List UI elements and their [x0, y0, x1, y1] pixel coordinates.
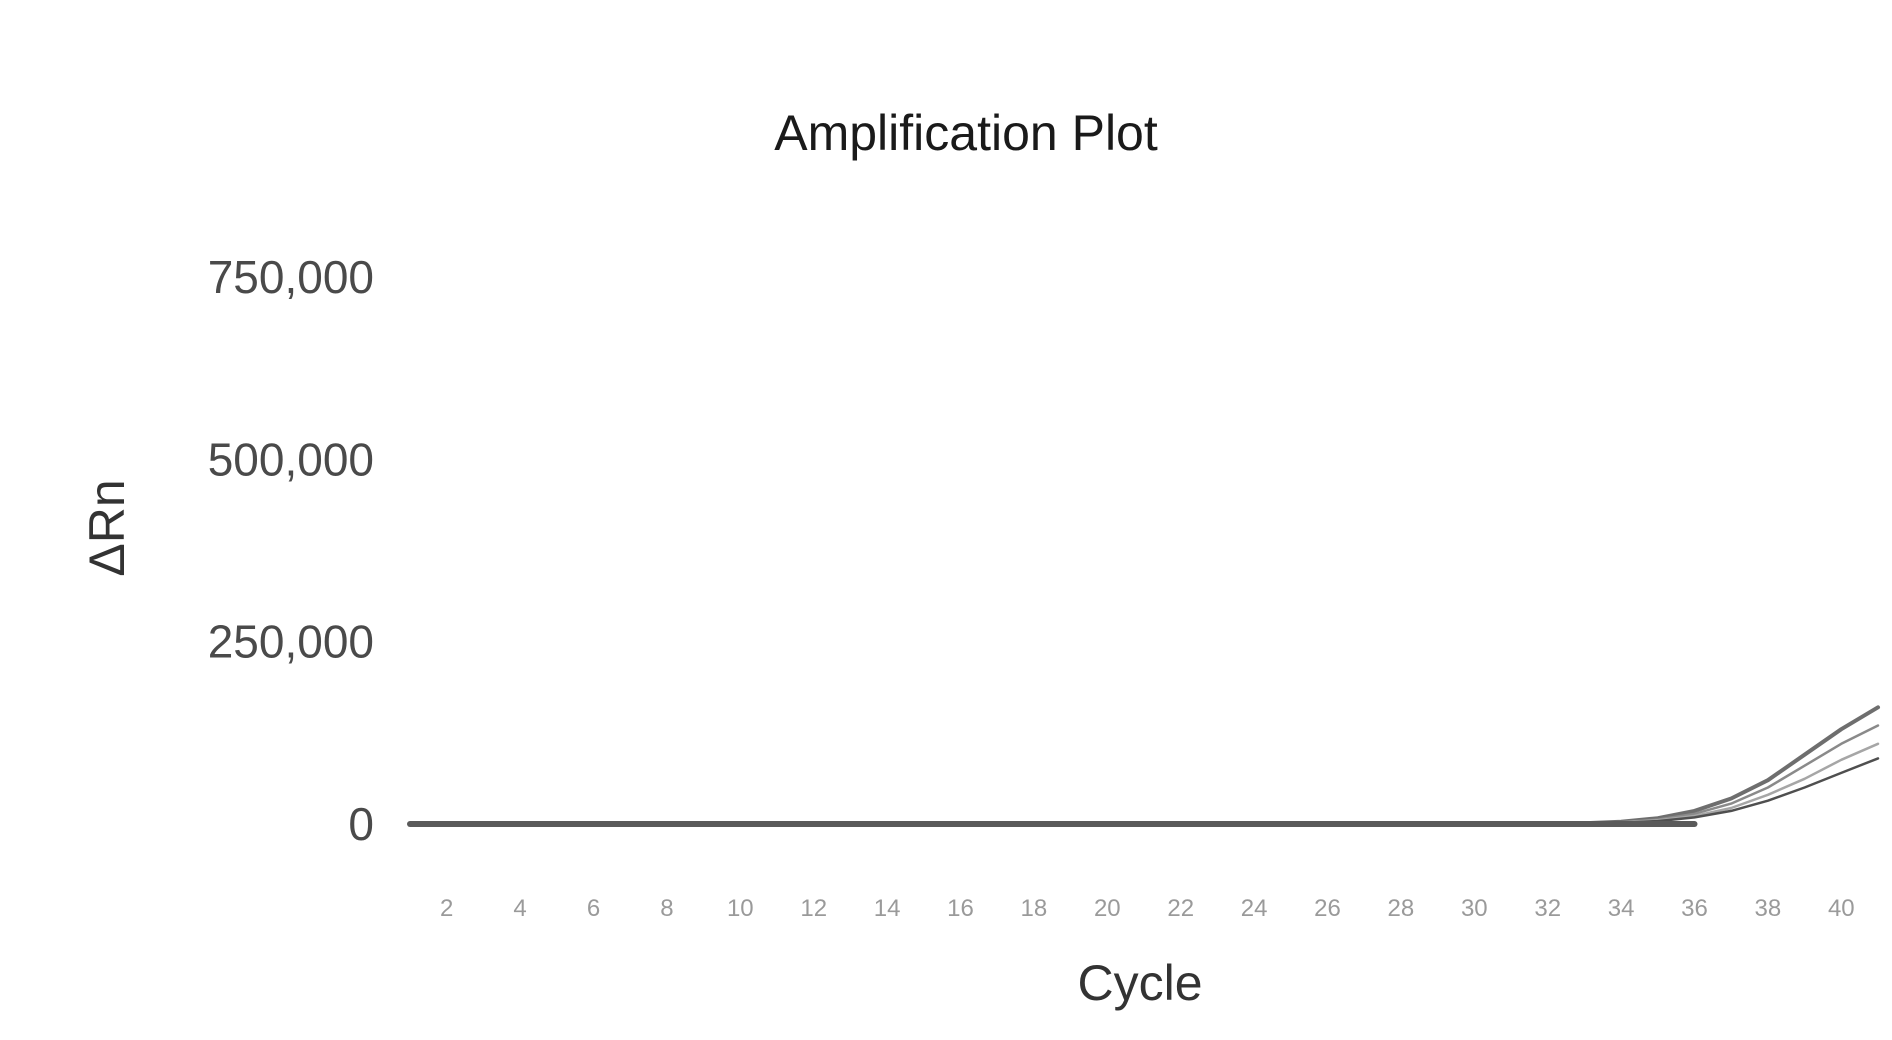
amplification-curve — [408, 724, 1880, 826]
x-tick-label: 16 — [947, 895, 974, 922]
x-tick-label: 4 — [513, 895, 526, 922]
amplification-curve — [408, 742, 1880, 826]
y-tick-label: 750,000 — [208, 251, 374, 303]
amplification-curve — [408, 705, 1880, 826]
x-tick-label: 2 — [440, 895, 453, 922]
x-tick-label: 24 — [1241, 895, 1268, 922]
x-tick-label: 32 — [1534, 895, 1561, 922]
x-tick-label: 22 — [1167, 895, 1194, 922]
amplification-curves — [408, 705, 1880, 826]
x-tick-label: 36 — [1681, 895, 1708, 922]
amplification-curve — [408, 757, 1880, 826]
x-tick-label: 20 — [1094, 895, 1121, 922]
y-tick-label: 250,000 — [208, 616, 374, 668]
x-axis-label: Cycle — [1077, 955, 1202, 1011]
x-tick-label: 8 — [660, 895, 673, 922]
x-tick-label: 14 — [874, 895, 901, 922]
y-tick-label: 0 — [348, 798, 374, 850]
x-tick-label: 28 — [1388, 895, 1415, 922]
x-tick-label: 6 — [587, 895, 600, 922]
x-tick-label: 18 — [1021, 895, 1048, 922]
x-tick-labels: 2 4 6 8 10 12 14 16 18 20 22 24 26 28 30 32 34 36 38 40 — [440, 895, 1855, 922]
x-tick-label: 40 — [1828, 895, 1855, 922]
chart-title: Amplification Plot — [774, 105, 1158, 161]
y-tick-labels: 0 250,000 500,000 750,000 — [208, 251, 374, 850]
x-tick-label: 30 — [1461, 895, 1488, 922]
x-tick-label: 38 — [1755, 895, 1782, 922]
y-tick-label: 500,000 — [208, 433, 374, 485]
x-tick-label: 10 — [727, 895, 754, 922]
x-tick-label: 12 — [800, 895, 827, 922]
x-tick-label: 26 — [1314, 895, 1341, 922]
x-tick-label: 34 — [1608, 895, 1635, 922]
y-axis-label: ΔRn — [79, 479, 135, 576]
